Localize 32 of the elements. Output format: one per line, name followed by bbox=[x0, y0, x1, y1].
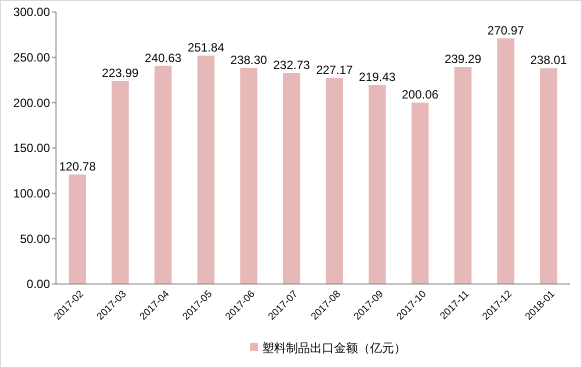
bar bbox=[240, 68, 258, 284]
text: 232.73 bbox=[273, 58, 310, 72]
bar bbox=[368, 85, 386, 284]
text: 120.78 bbox=[59, 159, 96, 174]
bar bbox=[68, 174, 86, 284]
bar bbox=[197, 56, 214, 284]
text: 238.01 bbox=[530, 53, 567, 68]
y-tick-label: 0.00 bbox=[26, 277, 50, 292]
y-tick-label: 150.00 bbox=[13, 141, 50, 156]
y-tick-label: 50.00 bbox=[20, 232, 50, 246]
text: 239.29 bbox=[444, 52, 482, 66]
bar bbox=[326, 78, 343, 284]
y-tick-label: 200.00 bbox=[13, 96, 50, 110]
text: 251.84 bbox=[188, 40, 224, 55]
bar bbox=[283, 72, 300, 284]
text: 200.06 bbox=[402, 88, 438, 102]
y-tick-label: 250.00 bbox=[13, 50, 50, 65]
bar bbox=[497, 38, 514, 284]
text: 223.99 bbox=[102, 66, 139, 80]
bar bbox=[412, 102, 429, 284]
bar bbox=[540, 68, 558, 284]
bar bbox=[154, 66, 172, 284]
text: 240.63 bbox=[144, 50, 182, 65]
text: 270.97 bbox=[487, 23, 524, 38]
legend-label: 塑料制品出口金额（亿元） bbox=[262, 341, 406, 356]
bar bbox=[112, 80, 129, 284]
text: 238.30 bbox=[230, 52, 268, 67]
text: 219.43 bbox=[358, 70, 396, 84]
y-tick-label: 300.00 bbox=[13, 5, 50, 20]
bar bbox=[454, 67, 472, 284]
y-tick-label: 100.00 bbox=[13, 186, 50, 201]
text: 227.17 bbox=[316, 63, 353, 78]
